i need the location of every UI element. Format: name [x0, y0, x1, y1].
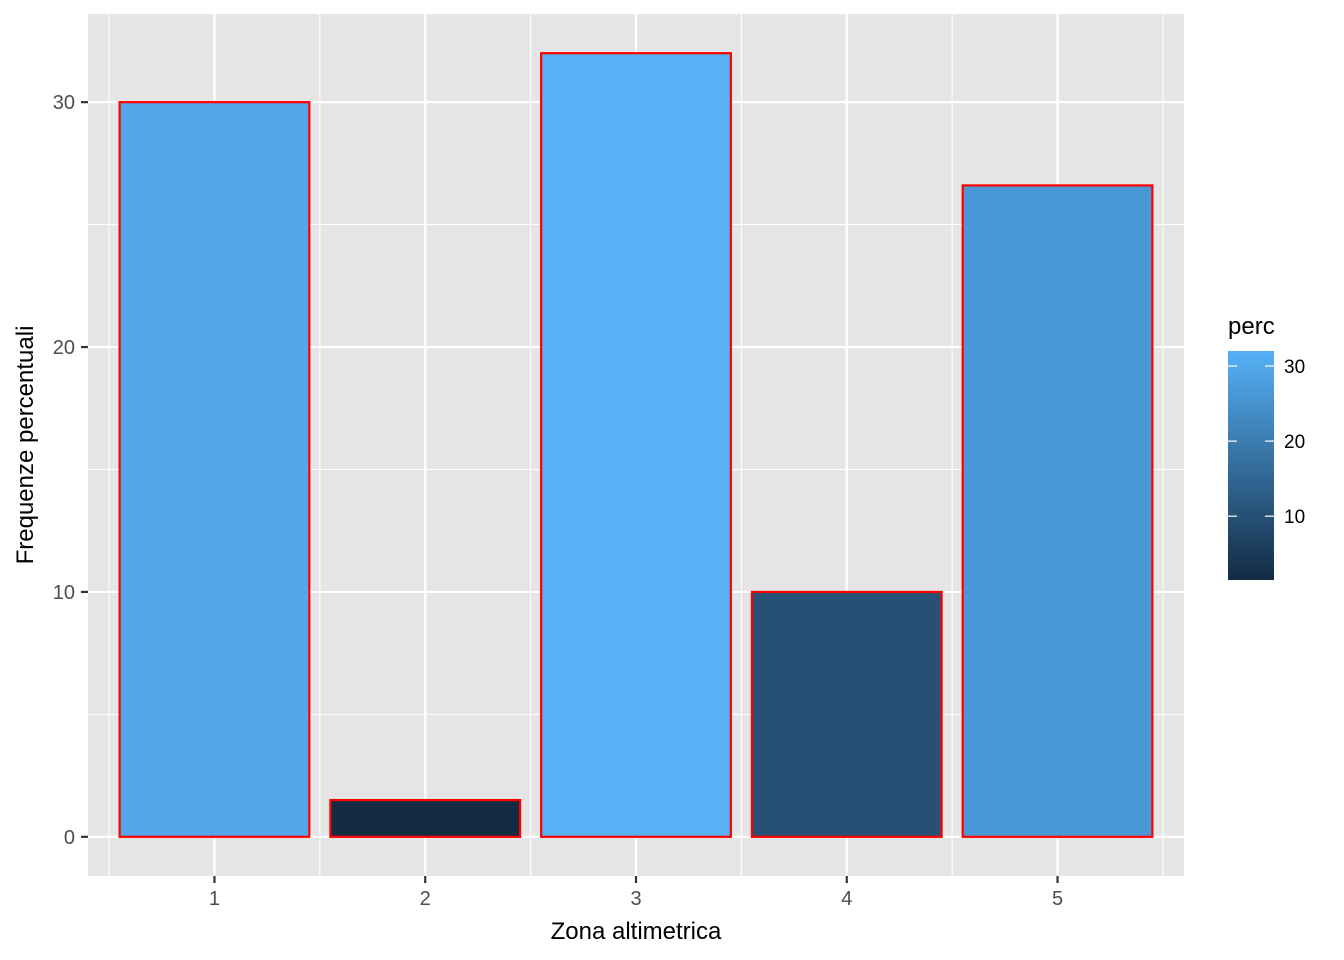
- bar-4: [750, 590, 943, 838]
- legend-tick-label: 10: [1284, 507, 1305, 528]
- bar-1: [118, 101, 311, 838]
- legend: perc 10 20 30: [1228, 313, 1305, 580]
- y-axis: 0 10 20 30: [53, 92, 88, 849]
- bars: [118, 52, 1154, 838]
- legend-tick-label: 30: [1284, 357, 1305, 378]
- x-axis-title: Zona altimetrica: [551, 918, 722, 945]
- y-axis-title: Frequenze percentuali: [12, 326, 39, 565]
- y-tick-label: 20: [53, 337, 75, 359]
- y-tick-label: 30: [53, 92, 75, 114]
- legend-colorbar: [1228, 351, 1274, 580]
- bar-5: [961, 184, 1154, 838]
- y-tick-label: 0: [64, 827, 75, 849]
- x-tick-label: 5: [1052, 888, 1063, 910]
- bar-3: [540, 52, 732, 838]
- bar-2: [329, 798, 522, 838]
- legend-tick-label: 20: [1284, 432, 1305, 453]
- x-axis: 1 2 3 4 5: [209, 876, 1063, 910]
- x-tick-label: 4: [841, 888, 852, 910]
- x-tick-label: 3: [630, 888, 641, 910]
- x-tick-label: 1: [209, 888, 220, 910]
- legend-title: perc: [1228, 313, 1275, 340]
- x-tick-label: 2: [420, 888, 431, 910]
- legend-ticks: 10 20 30: [1228, 357, 1305, 528]
- y-tick-label: 10: [53, 582, 75, 604]
